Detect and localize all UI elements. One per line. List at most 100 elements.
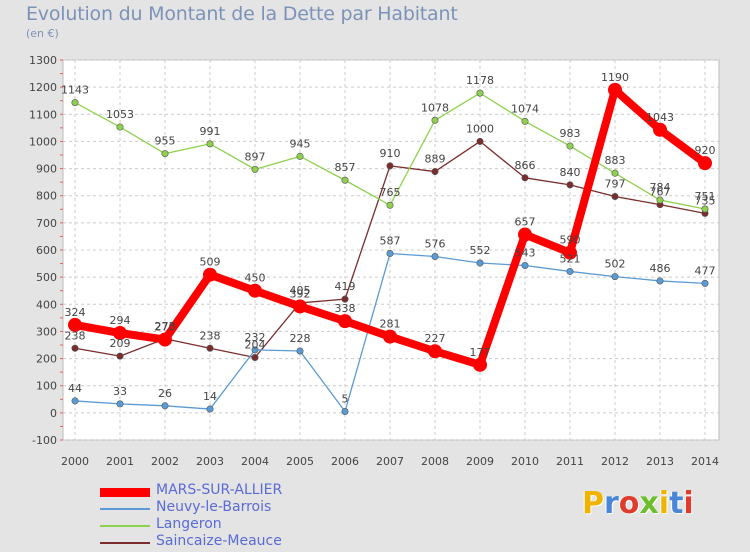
data-point (341, 176, 349, 184)
data-label: 797 (605, 178, 626, 191)
data-point (566, 142, 574, 150)
data-label: 177 (470, 346, 491, 359)
x-tick-label: 2002 (151, 455, 179, 468)
data-point (476, 137, 484, 145)
data-point (293, 299, 307, 314)
y-tick-label: 1300 (29, 54, 57, 67)
data-point (656, 196, 664, 204)
x-tick-label: 2003 (196, 455, 224, 468)
data-label: 1178 (466, 74, 494, 87)
legend-swatch (100, 542, 150, 544)
data-label: 1043 (646, 111, 674, 124)
y-tick-label: 700 (36, 217, 57, 230)
x-tick-label: 2013 (646, 455, 674, 468)
data-label: 866 (515, 159, 536, 172)
data-point (383, 329, 397, 344)
data-label: 477 (695, 264, 716, 277)
data-label: 450 (245, 272, 266, 285)
data-label: 945 (290, 137, 311, 150)
data-point (611, 169, 619, 177)
data-label: 14 (203, 390, 217, 403)
data-point (386, 201, 394, 209)
data-point (566, 267, 574, 275)
data-label: 1074 (511, 102, 539, 115)
data-label: 543 (515, 246, 536, 259)
data-label: 509 (200, 256, 221, 269)
legend-swatch (100, 525, 150, 527)
y-tick-label: 1100 (29, 108, 57, 121)
data-label: 840 (560, 166, 581, 179)
data-point (251, 346, 259, 354)
data-label: 324 (65, 306, 86, 319)
data-point (521, 117, 529, 125)
data-point (566, 181, 574, 189)
y-tick-label: 100 (36, 380, 57, 393)
data-point (206, 344, 214, 352)
data-label: 552 (470, 244, 491, 257)
y-tick-label: 900 (36, 163, 57, 176)
data-point (611, 193, 619, 201)
data-label: 765 (380, 186, 401, 199)
data-point (116, 352, 124, 360)
data-point (521, 174, 529, 182)
data-point (341, 407, 349, 415)
data-point (248, 283, 262, 298)
legend-swatch (100, 488, 150, 497)
data-label: 590 (560, 234, 581, 247)
y-tick-label: 0 (50, 407, 57, 420)
y-tick-label: 400 (36, 298, 57, 311)
data-label: 204 (245, 338, 266, 351)
y-tick-label: 300 (36, 325, 57, 338)
data-point (203, 267, 217, 282)
proxiti-logo: Proxiti (582, 486, 694, 521)
data-label: 209 (110, 337, 131, 350)
x-tick-label: 2008 (421, 455, 449, 468)
data-point (206, 405, 214, 413)
x-tick-label: 2007 (376, 455, 404, 468)
data-label: 735 (695, 194, 716, 207)
data-point (653, 122, 667, 137)
data-point (161, 402, 169, 410)
data-label: 576 (425, 238, 446, 251)
x-tick-label: 2001 (106, 455, 134, 468)
data-label: 238 (65, 329, 86, 342)
y-tick-label: 600 (36, 244, 57, 257)
x-tick-label: 2009 (466, 455, 494, 468)
data-point (701, 205, 709, 213)
y-tick-label: 200 (36, 353, 57, 366)
data-label: 657 (515, 216, 536, 229)
data-label: 227 (425, 332, 446, 345)
data-label: 270 (155, 321, 176, 334)
data-label: 1000 (466, 122, 494, 135)
x-tick-label: 2012 (601, 455, 629, 468)
x-tick-label: 2006 (331, 455, 359, 468)
data-point (611, 273, 619, 281)
data-label: 392 (290, 287, 311, 300)
data-label: 521 (560, 252, 581, 265)
data-label: 338 (335, 302, 356, 315)
data-point (563, 245, 577, 260)
data-point (116, 400, 124, 408)
data-label: 486 (650, 262, 671, 275)
data-point (113, 326, 127, 341)
chart-title: Evolution du Montant de la Dette par Hab… (26, 3, 458, 25)
x-tick-label: 2000 (61, 455, 89, 468)
data-label: 883 (605, 154, 626, 167)
data-label: 232 (245, 331, 266, 344)
data-label: 1143 (61, 84, 89, 97)
data-point (71, 344, 79, 352)
legend-label: Langeron (156, 516, 222, 532)
data-point (338, 314, 352, 329)
data-label: 1078 (421, 101, 449, 114)
data-label: 1190 (601, 71, 629, 84)
data-label: 784 (650, 181, 671, 194)
data-label: 767 (650, 186, 671, 199)
data-label: 238 (200, 329, 221, 342)
legend-label: MARS-SUR-ALLIER (156, 482, 283, 498)
data-point (431, 253, 439, 261)
data-label: 751 (695, 190, 716, 203)
data-point (431, 168, 439, 176)
x-tick-label: 2011 (556, 455, 584, 468)
x-tick-label: 2014 (691, 455, 719, 468)
